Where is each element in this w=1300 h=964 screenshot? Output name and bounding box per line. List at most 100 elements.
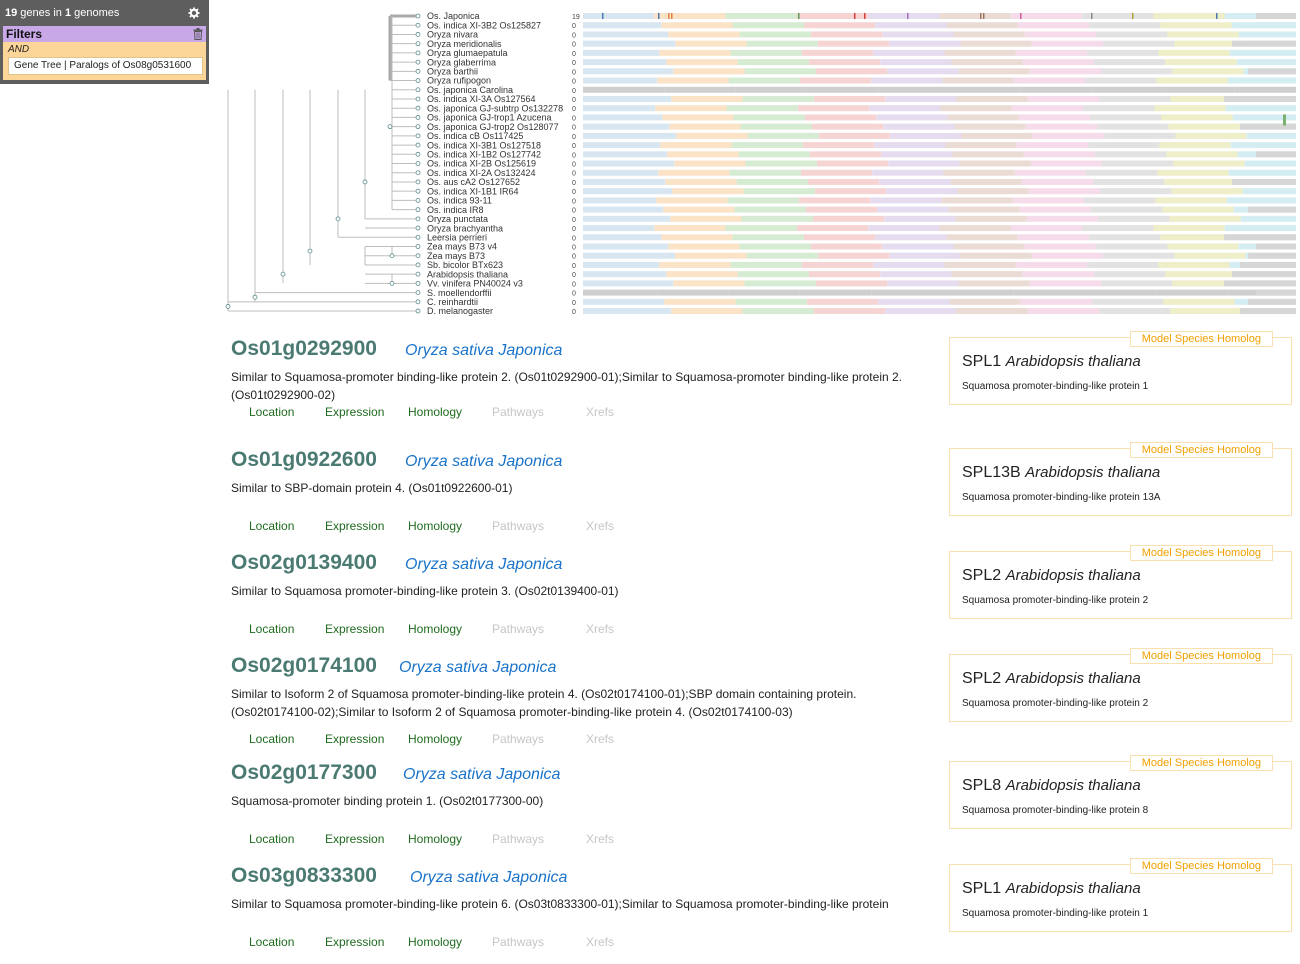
tree-leaf-node[interactable] [415,78,421,83]
tree-leaf-node[interactable] [415,207,421,213]
tree-leaf-node[interactable] [415,234,421,240]
species-link[interactable]: Oryza sativa Japonica [405,342,563,359]
alignment-row[interactable] [583,243,1296,250]
tab-expression[interactable]: Expression [325,832,385,846]
tree-leaf-node[interactable] [415,124,421,130]
tab-homology[interactable]: Homology [408,405,463,419]
alignment-row[interactable] [583,206,1296,213]
species-label[interactable]: Os. indica XI-2B Os125619 [427,159,536,169]
alignment-row[interactable] [583,215,1296,222]
tree-leaf-node[interactable] [415,308,421,314]
filter-chip[interactable]: Gene Tree | Paralogs of Os08g0531600 [8,57,203,75]
tab-expression[interactable]: Expression [325,935,385,949]
alignment-row[interactable] [583,31,1296,38]
species-label[interactable]: Oryza meridionalis [427,39,502,49]
tree-leaf-node[interactable] [415,161,421,166]
homolog-card[interactable]: Model Species Homolog SPL1 Arabidopsis th… [949,331,1292,405]
alignment-row[interactable] [583,188,1296,195]
homolog-card[interactable]: Model Species Homolog SPL13B Arabidopsis … [949,442,1292,516]
alignment-row[interactable] [583,197,1296,204]
tree-leaf-node[interactable] [415,59,421,65]
tree-leaf-node[interactable] [415,115,421,120]
species-label[interactable]: Os. indica XI-3B1 Os127518 [427,140,541,150]
species-label[interactable]: Oryza rufipogon [427,76,491,86]
species-label[interactable]: S. moellendorffii [427,288,491,298]
species-label[interactable]: C. reinhardtii [427,297,478,307]
alignment-row[interactable] [583,13,1296,19]
tree-leaf-node[interactable] [415,105,421,111]
tree-leaf-node[interactable] [415,253,421,259]
species-link[interactable]: Oryza sativa Japonica [399,659,557,676]
alignment-row[interactable] [583,142,1296,149]
species-label[interactable]: Os. indica IR8 [427,205,484,215]
tree-leaf-node[interactable] [415,197,421,203]
tab-homology[interactable]: Homology [408,935,463,949]
gene-id[interactable]: Os01g0292900 [231,337,377,360]
tree-leaf-node[interactable] [415,50,421,56]
tab-expression[interactable]: Expression [325,622,385,636]
tree-leaf-node[interactable] [415,225,421,231]
alignment-row[interactable] [583,114,1296,121]
alignment-row[interactable] [583,86,1296,93]
species-label[interactable]: Os. indica XI-2A Os132424 [427,168,536,178]
species-link[interactable]: Oryza sativa Japonica [405,556,563,573]
species-label[interactable]: Oryza punctata [427,214,488,224]
species-label[interactable]: Os. indica XI-1B2 Os127742 [427,150,541,160]
alignment-row[interactable] [583,105,1296,112]
homolog-card[interactable]: Model Species Homolog SPL8 Arabidopsis th… [949,755,1292,829]
tree-leaf-node[interactable] [415,244,421,249]
alignment-row[interactable] [583,160,1296,167]
species-label[interactable]: Zea mays B73 [427,251,485,261]
tree-leaf-node[interactable] [415,216,421,222]
tab-homology[interactable]: Homology [408,519,463,533]
alignment-row[interactable] [583,308,1296,315]
alignment-row[interactable] [583,59,1296,66]
species-label[interactable]: Os. japonica GJ-trop1 Azucena [427,113,552,123]
tab-location[interactable]: Location [249,732,295,746]
tab-location[interactable]: Location [249,519,295,533]
alignment-row[interactable] [583,261,1296,268]
tab-location[interactable]: Location [249,935,295,949]
tree-leaf-node[interactable] [415,262,421,268]
species-label[interactable]: Os. aus cA2 Os127652 [427,177,520,187]
tab-expression[interactable]: Expression [325,519,385,533]
tab-location[interactable]: Location [249,832,295,846]
tree-leaf-node[interactable] [415,13,421,19]
homolog-card[interactable]: Model Species Homolog SPL2 Arabidopsis th… [949,648,1292,722]
tree-leaf-node[interactable] [415,87,421,93]
tab-location[interactable]: Location [249,405,295,419]
species-label[interactable]: Os. indica XI-3B2 Os125827 [427,20,541,30]
tree-leaf-node[interactable] [415,179,421,185]
tab-expression[interactable]: Expression [325,405,385,419]
species-label[interactable]: Os. indica XI-1B1 IR64 [427,186,519,196]
tree-leaf-node[interactable] [415,133,421,139]
tab-homology[interactable]: Homology [408,832,463,846]
tree-leaf-node[interactable] [415,96,421,102]
alignment-row[interactable] [583,234,1296,241]
species-label[interactable]: D. melanogaster [427,306,493,316]
species-label[interactable]: Zea mays B73 v4 [427,242,497,252]
tree-leaf-node[interactable] [415,299,421,305]
species-label[interactable]: Os. japonica GJ-subtrp Os132278 [427,103,563,113]
tree-leaf-node[interactable] [415,68,421,74]
species-label[interactable]: Oryza glaberrima [427,57,496,67]
tree-leaf-node[interactable] [415,142,421,148]
alignment-row[interactable] [583,178,1296,185]
species-label[interactable]: Os. indica cB Os117425 [427,131,523,141]
gene-id[interactable]: Os02g0177300 [231,761,377,784]
alignment-row[interactable] [583,77,1296,84]
alignment-row[interactable] [583,151,1296,158]
homolog-card[interactable]: Model Species Homolog SPL1 Arabidopsis th… [949,858,1292,932]
alignment-row[interactable] [583,289,1296,296]
alignment-row[interactable] [583,132,1296,139]
trash-icon[interactable] [193,28,203,40]
tree-leaf-node[interactable] [415,280,421,286]
alignment-row[interactable] [583,280,1296,287]
gene-id[interactable]: Os02g0174100 [231,654,377,677]
species-label[interactable]: Oryza brachyantha [427,223,503,233]
alignment-row[interactable] [583,95,1296,102]
species-label[interactable]: Vv. vinifera PN40024 v3 [427,279,523,289]
tree-leaf-node[interactable] [415,271,421,277]
tab-homology[interactable]: Homology [408,622,463,636]
alignment-row[interactable] [583,271,1296,278]
